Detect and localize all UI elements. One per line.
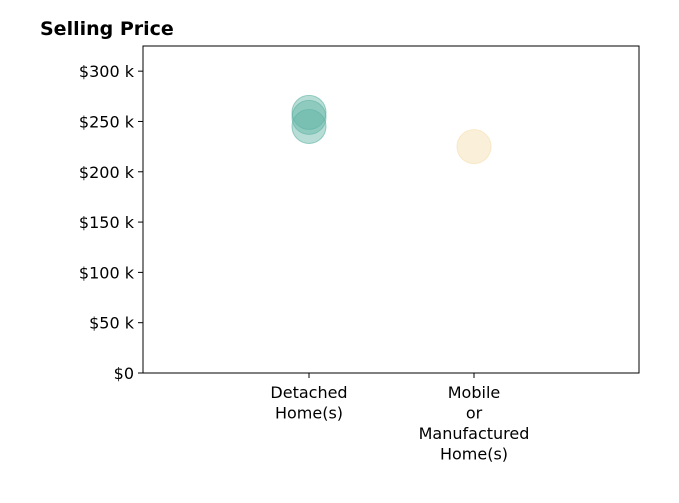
- data-point-1: [291, 99, 327, 135]
- y-axis: $0 $50 k $100 k $150 k $200 k $250 k $300 k: [79, 62, 143, 383]
- y-tick-label: $300 k: [79, 62, 135, 81]
- x-axis: Detached Home(s) Mobile or Manufactured Home(…: [270, 373, 529, 464]
- chart-title: Selling Price: [40, 18, 174, 40]
- y-tick-label: $200 k: [79, 163, 135, 182]
- x-tick-label: Detached Home(s): [270, 383, 347, 423]
- data-point-2: [291, 94, 327, 130]
- y-tick-label: $100 k: [79, 263, 135, 282]
- y-tick-label: $50 k: [89, 314, 135, 333]
- y-tick-label: $150 k: [79, 213, 135, 232]
- data-point-0: [291, 109, 327, 144]
- points-layer: [291, 94, 492, 165]
- data-point-3: [456, 129, 492, 165]
- x-tick-label: Mobile or Manufactured Home(s): [419, 383, 530, 464]
- y-tick-label: $0: [114, 364, 134, 383]
- y-tick-label: $250 k: [79, 112, 135, 131]
- plot-frame: [142, 45, 640, 374]
